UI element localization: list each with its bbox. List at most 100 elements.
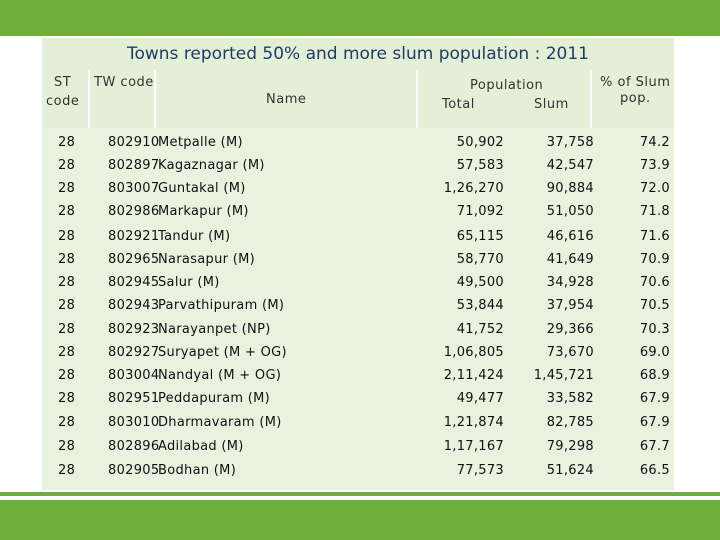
cell-tw-code: 802910 xyxy=(108,135,160,150)
table-row: 28 802951 Peddapuram (M) 49,477 33,582 67.9 xyxy=(42,388,674,410)
cell-tw-code: 802896 xyxy=(108,439,160,454)
cell-st-code: 28 xyxy=(58,368,76,383)
cell-name: Suryapet (M + OG) xyxy=(158,345,287,360)
cell-tw-code: 802965 xyxy=(108,252,160,267)
cell-pct-slum: 74.2 xyxy=(639,135,670,150)
cell-slum-population: 90,884 xyxy=(546,181,594,196)
cell-name: Parvathipuram (M) xyxy=(158,298,285,313)
cell-tw-code: 802897 xyxy=(108,158,160,173)
header-pct-line1: % of Slum xyxy=(600,75,671,90)
cell-tw-code: 803010 xyxy=(108,415,160,430)
table-row: 28 802910 Metpalle (M) 50,902 37,758 74.2 xyxy=(42,132,674,154)
header-st-code-line1: ST xyxy=(54,75,72,90)
cell-pct-slum: 70.6 xyxy=(639,275,670,290)
top-accent-bar xyxy=(0,0,720,36)
cell-name: Narayanpet (NP) xyxy=(158,322,271,337)
header-st-code-line2: code xyxy=(46,94,80,109)
cell-total-population: 1,21,874 xyxy=(443,415,504,430)
header-pct-slum: % of Slum pop. xyxy=(592,70,674,128)
cell-name: Tandur (M) xyxy=(158,229,231,244)
cell-pct-slum: 66.5 xyxy=(639,463,670,478)
cell-total-population: 2,11,424 xyxy=(443,368,504,383)
table-row: 28 803007 Guntakal (M) 1,26,270 90,884 72.0 xyxy=(42,178,674,200)
cell-name: Salur (M) xyxy=(158,275,220,290)
cell-tw-code: 802921 xyxy=(108,229,160,244)
table-row: 28 803004 Nandyal (M + OG) 2,11,424 1,45,721… xyxy=(42,365,674,387)
bottom-accent-bar xyxy=(0,500,720,540)
header-population-label: Population xyxy=(470,78,544,93)
cell-total-population: 41,752 xyxy=(456,322,504,337)
bottom-accent-line xyxy=(0,492,720,496)
cell-slum-population: 33,582 xyxy=(546,391,594,406)
cell-name: Adilabad (M) xyxy=(158,439,244,454)
cell-slum-population: 41,649 xyxy=(546,252,594,267)
cell-pct-slum: 72.0 xyxy=(639,181,670,196)
header-total-label: Total xyxy=(442,97,475,112)
cell-st-code: 28 xyxy=(58,345,76,360)
cell-pct-slum: 69.0 xyxy=(639,345,670,360)
cell-tw-code: 802927 xyxy=(108,345,160,360)
cell-total-population: 1,26,270 xyxy=(443,181,504,196)
cell-name: Kagaznagar (M) xyxy=(158,158,265,173)
cell-tw-code: 803004 xyxy=(108,368,160,383)
table-row: 28 802896 Adilabad (M) 1,17,167 79,298 67.7 xyxy=(42,436,674,458)
cell-total-population: 65,115 xyxy=(456,229,504,244)
cell-slum-population: 51,624 xyxy=(546,463,594,478)
cell-st-code: 28 xyxy=(58,298,76,313)
cell-st-code: 28 xyxy=(58,463,76,478)
cell-pct-slum: 70.9 xyxy=(639,252,670,267)
header-pct-line2: pop. xyxy=(620,91,651,106)
cell-pct-slum: 70.5 xyxy=(639,298,670,313)
cell-tw-code: 802905 xyxy=(108,463,160,478)
cell-st-code: 28 xyxy=(58,181,76,196)
cell-tw-code: 802986 xyxy=(108,204,160,219)
cell-total-population: 1,17,167 xyxy=(443,439,504,454)
cell-pct-slum: 67.9 xyxy=(639,391,670,406)
cell-pct-slum: 73.9 xyxy=(639,158,670,173)
cell-st-code: 28 xyxy=(58,204,76,219)
cell-total-population: 57,583 xyxy=(456,158,504,173)
table-row: 28 803010 Dharmavaram (M) 1,21,874 82,785 67.… xyxy=(42,412,674,434)
cell-total-population: 71,092 xyxy=(456,204,504,219)
cell-st-code: 28 xyxy=(58,391,76,406)
cell-pct-slum: 70.3 xyxy=(639,322,670,337)
cell-name: Nandyal (M + OG) xyxy=(158,368,282,383)
cell-st-code: 28 xyxy=(58,158,76,173)
cell-st-code: 28 xyxy=(58,252,76,267)
cell-st-code: 28 xyxy=(58,135,76,150)
table-row: 28 802945 Salur (M) 49,500 34,928 70.6 xyxy=(42,272,674,294)
table-row: 28 802923 Narayanpet (NP) 41,752 29,366 70.3 xyxy=(42,319,674,341)
table-row: 28 802965 Narasapur (M) 58,770 41,649 70.9 xyxy=(42,249,674,271)
cell-pct-slum: 71.6 xyxy=(639,229,670,244)
cell-slum-population: 79,298 xyxy=(546,439,594,454)
table-row: 28 802905 Bodhan (M) 77,573 51,624 66.5 xyxy=(42,460,674,482)
cell-total-population: 49,477 xyxy=(456,391,504,406)
cell-st-code: 28 xyxy=(58,229,76,244)
table-row: 28 802927 Suryapet (M + OG) 1,06,805 73,670 6… xyxy=(42,342,674,364)
table-row: 28 802986 Markapur (M) 71,092 51,050 71.8 xyxy=(42,201,674,223)
slide-title: Towns reported 50% and more slum populat… xyxy=(42,38,674,71)
header-tw-code: TW code xyxy=(90,70,156,128)
cell-name: Markapur (M) xyxy=(158,204,249,219)
header-name: Name xyxy=(156,70,418,128)
cell-total-population: 53,844 xyxy=(456,298,504,313)
cell-total-population: 58,770 xyxy=(456,252,504,267)
cell-st-code: 28 xyxy=(58,275,76,290)
cell-total-population: 1,06,805 xyxy=(443,345,504,360)
cell-pct-slum: 67.7 xyxy=(639,439,670,454)
cell-tw-code: 802945 xyxy=(108,275,160,290)
cell-tw-code: 802943 xyxy=(108,298,160,313)
cell-slum-population: 46,616 xyxy=(546,229,594,244)
cell-name: Narasapur (M) xyxy=(158,252,255,267)
table-row: 28 802921 Tandur (M) 65,115 46,616 71.6 xyxy=(42,226,674,248)
header-population: Population Total Slum xyxy=(418,70,592,128)
cell-name: Peddapuram (M) xyxy=(158,391,271,406)
cell-name: Bodhan (M) xyxy=(158,463,237,478)
cell-pct-slum: 68.9 xyxy=(639,368,670,383)
cell-slum-population: 1,45,721 xyxy=(533,368,594,383)
cell-total-population: 49,500 xyxy=(456,275,504,290)
header-slum-label: Slum xyxy=(534,97,569,112)
cell-name: Dharmavaram (M) xyxy=(158,415,282,430)
cell-slum-population: 37,758 xyxy=(546,135,594,150)
cell-st-code: 28 xyxy=(58,439,76,454)
